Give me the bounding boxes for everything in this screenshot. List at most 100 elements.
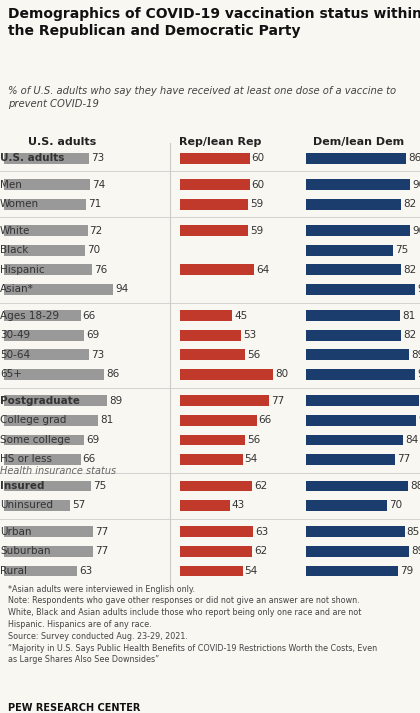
Text: HS or less: HS or less (0, 454, 52, 464)
Text: 56: 56 (247, 350, 260, 360)
Bar (306, 284, 415, 294)
Text: 95: 95 (418, 416, 420, 426)
Text: 75: 75 (93, 481, 106, 491)
Text: 80: 80 (275, 369, 288, 379)
Text: Rep/lean Rep: Rep/lean Rep (179, 138, 262, 148)
Bar (306, 225, 410, 236)
Text: 77: 77 (95, 546, 108, 556)
Bar (306, 199, 401, 210)
Text: Uninsured: Uninsured (0, 501, 53, 511)
Text: College grad: College grad (0, 416, 66, 426)
Bar (180, 369, 273, 380)
Bar (4, 434, 84, 446)
Text: 75: 75 (395, 245, 408, 255)
Bar (4, 153, 89, 163)
Text: *Asian adults were interviewed in English only.
Note: Respondents who gave other: *Asian adults were interviewed in Englis… (8, 585, 378, 665)
Text: 30-49: 30-49 (0, 330, 30, 340)
Text: 86: 86 (408, 153, 420, 163)
Bar (180, 153, 249, 163)
Bar (180, 565, 243, 576)
Bar (4, 565, 77, 576)
Text: 82: 82 (403, 330, 416, 340)
Text: 88: 88 (410, 481, 420, 491)
Text: 70: 70 (87, 245, 100, 255)
Bar (306, 310, 400, 321)
Text: 81: 81 (402, 311, 415, 321)
Text: Black: Black (0, 245, 29, 255)
Bar (180, 330, 242, 341)
Bar (4, 546, 93, 557)
Text: U.S. adults: U.S. adults (28, 138, 96, 148)
Text: Some college: Some college (0, 435, 70, 445)
Bar (4, 526, 93, 537)
Text: 90: 90 (412, 180, 420, 190)
Bar (180, 310, 232, 321)
Bar (306, 153, 406, 163)
Text: Health insurance status: Health insurance status (0, 466, 116, 476)
Text: 90: 90 (412, 225, 420, 235)
Bar (4, 330, 84, 341)
Text: 82: 82 (403, 265, 416, 275)
Text: 89: 89 (411, 546, 420, 556)
Text: Asian*: Asian* (0, 284, 34, 294)
Text: 84: 84 (405, 435, 419, 445)
Text: 65+: 65+ (0, 369, 22, 379)
Bar (180, 500, 230, 511)
Text: 56: 56 (247, 435, 260, 445)
Text: 62: 62 (254, 481, 267, 491)
Text: Dem/lean Dem: Dem/lean Dem (312, 138, 404, 148)
Bar (4, 396, 107, 406)
Bar (4, 310, 81, 321)
Text: 63: 63 (255, 527, 268, 537)
Text: 72: 72 (89, 225, 103, 235)
Text: 60: 60 (252, 153, 265, 163)
Text: 59: 59 (250, 199, 264, 209)
Bar (4, 369, 104, 380)
Bar (306, 396, 418, 406)
Text: Insured: Insured (0, 481, 45, 491)
Text: 62: 62 (254, 546, 267, 556)
Text: 79: 79 (400, 566, 413, 576)
Bar (4, 454, 81, 465)
Bar (306, 330, 401, 341)
Text: 71: 71 (88, 199, 102, 209)
Text: 94: 94 (115, 284, 128, 294)
Text: 43: 43 (232, 501, 245, 511)
Bar (306, 454, 395, 465)
Bar (180, 546, 252, 557)
Text: 94: 94 (417, 284, 420, 294)
Bar (180, 526, 253, 537)
Text: 54: 54 (244, 566, 258, 576)
Bar (306, 369, 415, 380)
Bar (306, 546, 409, 557)
Bar (180, 434, 245, 446)
Text: Ages 18-29: Ages 18-29 (0, 311, 59, 321)
Bar (180, 225, 249, 236)
Text: Hispanic: Hispanic (0, 265, 45, 275)
Text: 63: 63 (79, 566, 92, 576)
Text: 73: 73 (91, 350, 104, 360)
Text: Men: Men (0, 180, 22, 190)
Bar (306, 481, 408, 491)
Bar (4, 415, 98, 426)
Text: 77: 77 (95, 527, 108, 537)
Text: 77: 77 (397, 454, 411, 464)
Text: 76: 76 (94, 265, 108, 275)
Bar (4, 179, 90, 190)
Text: White: White (0, 225, 30, 235)
Bar (4, 500, 70, 511)
Text: 45: 45 (234, 311, 247, 321)
Bar (180, 454, 243, 465)
Bar (180, 396, 269, 406)
Text: 86: 86 (106, 369, 119, 379)
Bar (4, 225, 87, 236)
Text: Urban: Urban (0, 527, 32, 537)
Bar (4, 265, 92, 275)
Text: 81: 81 (100, 416, 113, 426)
Text: 89: 89 (411, 350, 420, 360)
Text: 69: 69 (86, 330, 99, 340)
Bar (306, 526, 404, 537)
Bar (4, 284, 113, 294)
Bar (4, 245, 85, 255)
Text: 94: 94 (417, 369, 420, 379)
